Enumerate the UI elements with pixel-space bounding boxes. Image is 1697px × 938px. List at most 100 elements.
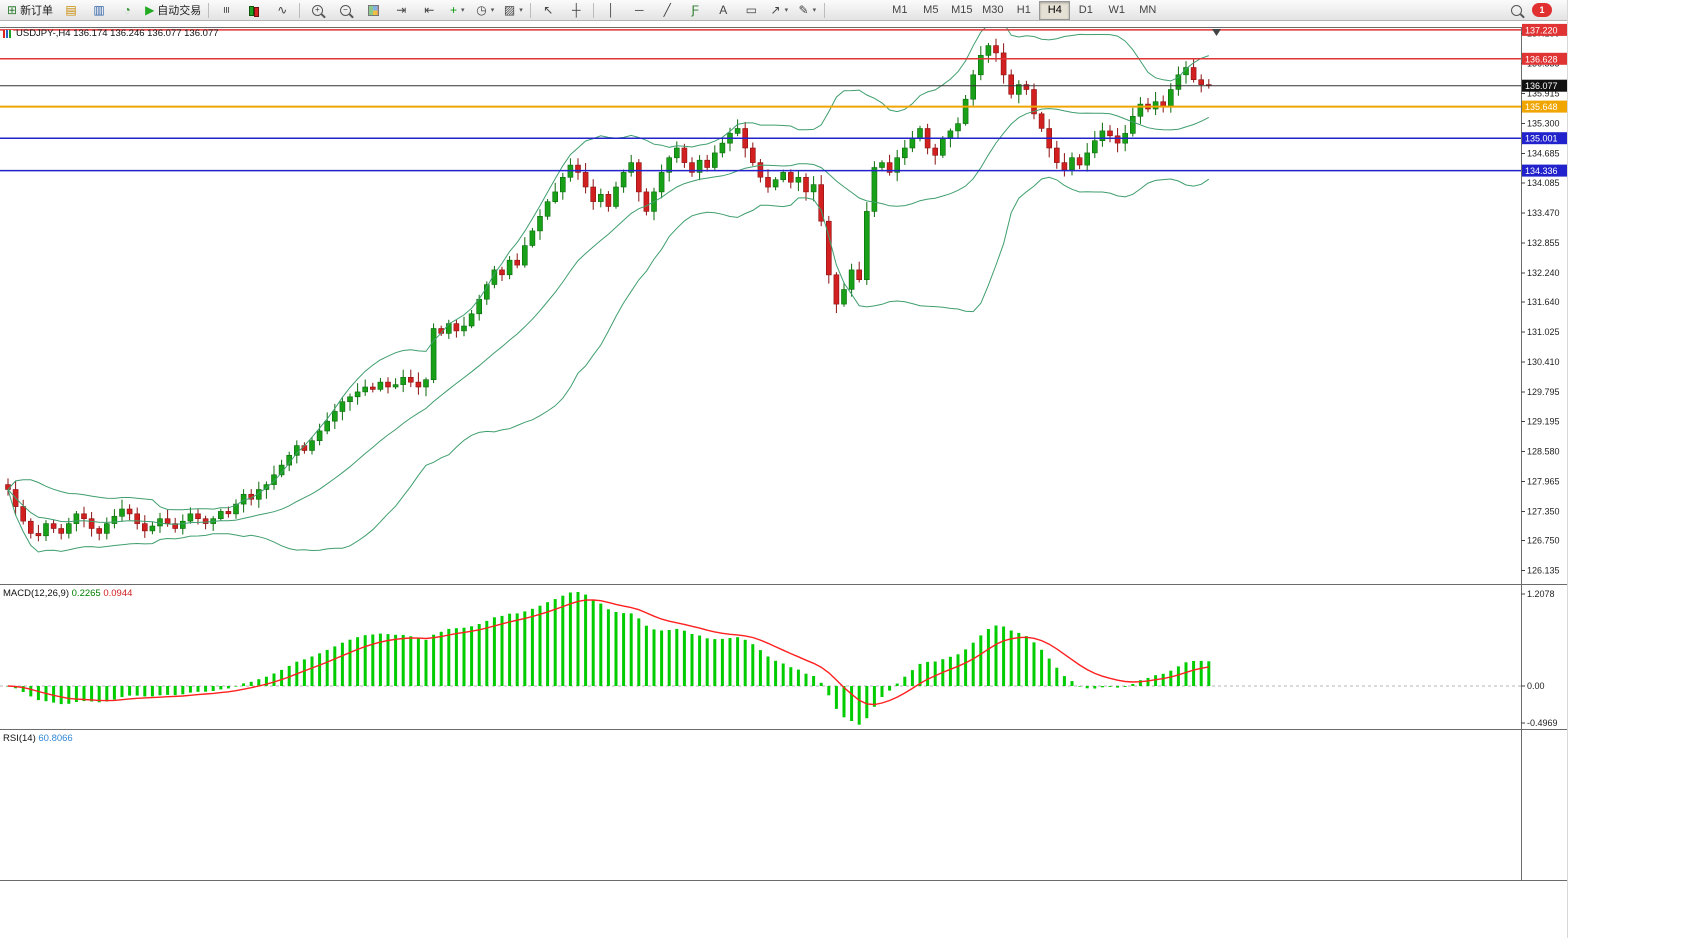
notifications-badge[interactable]: 1 <box>1532 3 1552 17</box>
text-button[interactable]: A <box>709 1 737 20</box>
candle-up <box>43 523 49 537</box>
macd-bar <box>1199 660 1203 686</box>
macd-bar <box>850 686 854 721</box>
macd-bar <box>1085 686 1089 689</box>
chart-area[interactable]: 137.150136.535135.915135.300134.685134.0… <box>0 0 1567 938</box>
macd-bar <box>675 628 679 686</box>
timeframe-d1-button[interactable]: D1 <box>1078 4 1093 16</box>
macd-bar <box>302 659 306 686</box>
candle-down <box>749 147 756 163</box>
macd-bar <box>819 682 823 686</box>
candles-group <box>5 38 1212 542</box>
macd-bar <box>340 642 344 686</box>
macd-bar <box>90 686 94 702</box>
candle-down <box>88 518 95 529</box>
timeframe-mn-button[interactable]: MN <box>1139 4 1157 16</box>
timeframe-m1-button[interactable]: M1 <box>892 4 908 16</box>
candle-down <box>81 513 87 519</box>
bar-chart-button[interactable]: ≡ <box>212 1 240 20</box>
templates-button[interactable]: ▨ ▾ <box>499 1 527 20</box>
candle-down <box>385 381 391 388</box>
candle-down <box>172 523 178 529</box>
vertical-line-button[interactable]: │ <box>597 1 625 20</box>
macd-bar <box>667 630 671 686</box>
candle-down <box>514 259 521 266</box>
drawing-tools-button[interactable]: ✎ ▾ <box>793 1 821 20</box>
macd-bar <box>371 634 375 686</box>
auto-scroll-button[interactable]: ⇥ <box>387 1 415 20</box>
search-icon[interactable] <box>1511 4 1522 16</box>
candle-up <box>772 179 779 188</box>
candle-up <box>430 328 437 381</box>
macd-bar <box>766 656 770 686</box>
tile-windows-button[interactable] <box>359 1 387 20</box>
templates-icon: ▨ <box>503 3 516 17</box>
strategy-tester-button[interactable]: ◔ <box>113 1 141 20</box>
bollinger-bands <box>7 28 1210 553</box>
horizontal-lines[interactable] <box>0 29 1521 172</box>
candle-up <box>909 137 916 149</box>
macd-bar <box>918 663 922 686</box>
timeframe-m30-button[interactable]: M30 <box>982 4 1004 16</box>
macd-bar <box>948 656 952 686</box>
macd-bar <box>363 635 367 686</box>
new-order-button[interactable]: ⊞ 新订单 <box>3 1 57 20</box>
line-chart-button[interactable]: ∿ <box>268 1 296 20</box>
timeframe-m5-button[interactable]: M5 <box>923 4 939 16</box>
candle-up <box>461 325 467 332</box>
candle-up <box>149 525 156 532</box>
magnifier-icon: − <box>339 4 351 16</box>
price-tick-label: 128.580 <box>1527 446 1560 456</box>
candle-up <box>1099 130 1106 141</box>
macd-bar <box>52 686 56 703</box>
arrows-button[interactable]: ↗ ▾ <box>765 1 793 20</box>
indicators-button[interactable]: + ▾ <box>443 1 471 20</box>
macd-bar <box>67 686 71 704</box>
rsi-indicator-label: RSI(14) 60.8066 <box>3 733 73 744</box>
timeframe-h1-button[interactable]: H1 <box>1016 4 1031 16</box>
candlestick-chart-button[interactable] <box>240 1 268 20</box>
candle-down <box>833 274 840 305</box>
candle-up <box>977 54 984 76</box>
market-watch-button[interactable]: ▥ <box>85 1 113 20</box>
macd-bar <box>1161 673 1165 686</box>
autotrading-button[interactable]: ▶ 自动交易 <box>141 1 205 20</box>
chart-shift-button[interactable]: ⇤ <box>415 1 443 20</box>
fibonacci-button[interactable]: Ƒ <box>681 1 709 20</box>
macd-bar <box>82 686 86 702</box>
candle-up <box>666 157 673 173</box>
macd-bar <box>36 686 40 701</box>
cursor-button[interactable]: ↖ <box>534 1 562 20</box>
shift-marker-icon[interactable] <box>1212 29 1221 36</box>
macd-bar <box>158 686 162 696</box>
price-tick-label: 134.085 <box>1527 178 1560 188</box>
macd-bar <box>743 639 747 686</box>
charts-history-button[interactable]: ▤ <box>57 1 85 20</box>
candle-up <box>111 515 118 524</box>
timeframe-h4-button[interactable]: H4 <box>1039 0 1071 20</box>
chart-symbol-icon <box>3 30 13 38</box>
macd-bar <box>599 603 603 686</box>
price-tick-label: 132.855 <box>1527 238 1560 248</box>
candle-down <box>1031 89 1037 115</box>
price-badge-label: 135.648 <box>1525 102 1558 112</box>
rsi-value: 60.8066 <box>38 733 73 744</box>
trendline-button[interactable]: ╱ <box>653 1 681 20</box>
candle-up <box>879 162 885 168</box>
timeframe-m15-button[interactable]: M15 <box>951 4 973 16</box>
candle-down <box>27 520 34 534</box>
horizontal-line-button[interactable]: ─ <box>625 1 653 20</box>
price-axis[interactable]: 137.150136.535135.915135.300134.685134.0… <box>1521 28 1560 576</box>
zoom-out-button[interactable]: − <box>331 1 359 20</box>
toolbar-separator <box>530 2 532 18</box>
candle-up <box>377 381 384 390</box>
text-label-button[interactable]: ▭ <box>737 1 765 20</box>
zoom-in-button[interactable]: + <box>303 1 331 20</box>
crosshair-button[interactable]: ┼ <box>562 1 590 20</box>
candle-down <box>1038 113 1045 129</box>
macd-bar <box>796 669 800 686</box>
macd-bar <box>325 649 329 686</box>
periods-button[interactable]: ◷ ▾ <box>471 1 499 20</box>
timeframe-w1-button[interactable]: W1 <box>1108 4 1126 16</box>
macd-bar <box>660 630 664 686</box>
